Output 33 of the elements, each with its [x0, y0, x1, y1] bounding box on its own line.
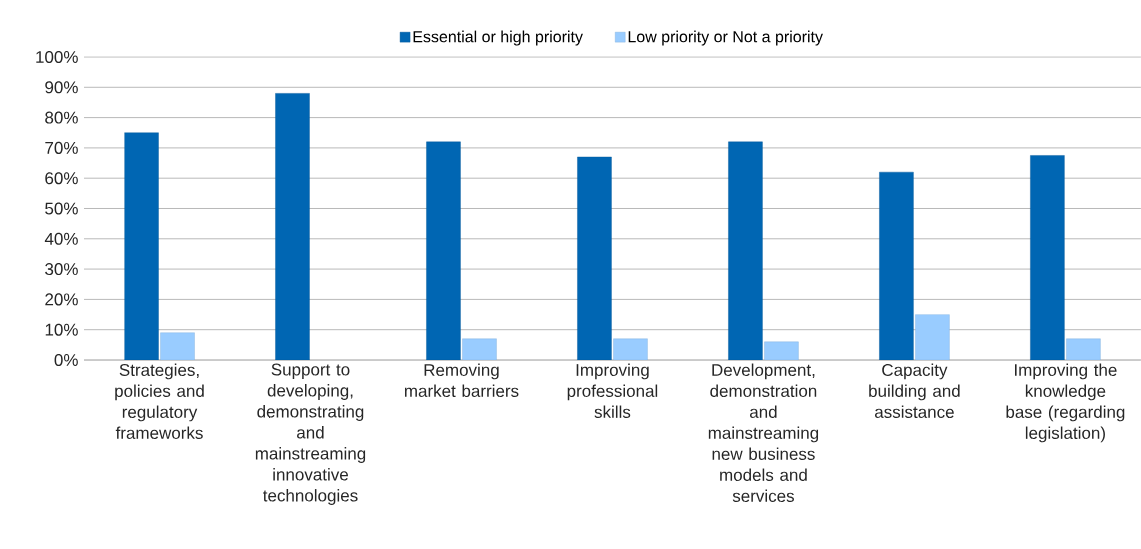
bar [915, 314, 950, 360]
bar [124, 132, 159, 360]
y-tick-label: 80% [45, 111, 78, 124]
bar [160, 332, 195, 360]
bar [728, 141, 763, 360]
bar [275, 93, 310, 360]
y-tick-label: 0% [54, 353, 78, 367]
y-tick-label: 60% [45, 172, 78, 185]
y-tick-label: 100% [36, 50, 78, 64]
bar [577, 156, 612, 360]
bar [1066, 338, 1101, 360]
y-tick-label: 30% [45, 263, 78, 276]
bar [764, 341, 799, 360]
bar [879, 171, 914, 360]
bar [613, 338, 648, 360]
y-tick-label: 70% [45, 141, 78, 154]
y-tick-label: 50% [45, 202, 78, 215]
legend-label: Low priority or Not a priority [628, 30, 823, 46]
bar [462, 338, 497, 360]
bar [1030, 155, 1065, 360]
legend-label: Essential or high priority [413, 30, 583, 46]
x-tick-label: Improving professional skills [567, 363, 658, 419]
x-tick-label: Improving the knowledge base (regarding legislation) [1006, 363, 1125, 443]
y-tick-label: 20% [45, 293, 78, 306]
x-tick-label: Development, demonstration and mainstreaming new business models and services [708, 363, 819, 503]
y-tick-label: 10% [45, 323, 78, 336]
x-tick-label: Support to developing, demonstrating and mainstreaming innovative technologies [255, 363, 366, 505]
y-tick-label: 90% [45, 81, 78, 94]
x-tick-label: Removing market barriers [404, 363, 519, 398]
x-tick-label: Capacity building and assistance [869, 363, 960, 419]
x-tick-label: Strategies, policies and regulatory frameworks [115, 363, 204, 440]
y-tick-label: 40% [44, 232, 78, 245]
bar [426, 141, 461, 360]
